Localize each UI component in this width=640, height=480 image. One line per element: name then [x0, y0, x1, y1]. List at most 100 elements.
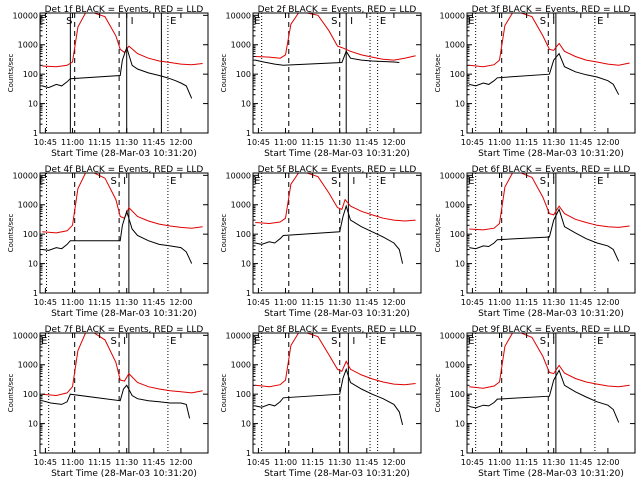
- x-tick-label: 11:45: [355, 298, 378, 307]
- series-group: [42, 13, 203, 99]
- y-tick-label: 1000: [445, 201, 465, 210]
- x-tick-label: 11:30: [328, 458, 351, 467]
- x-tick-label: 10:45: [247, 298, 270, 307]
- plot-frame: [39, 172, 209, 294]
- series-line-events: [42, 209, 193, 264]
- x-axis-label: Start Time (28-Mar-03 10:31:20): [478, 149, 624, 159]
- series-line-lld: [42, 13, 203, 68]
- y-tick-label: 1000: [231, 41, 251, 50]
- y-tick-label: 10000: [440, 331, 465, 340]
- x-tick-label: 11:30: [542, 298, 565, 307]
- x-tick-label: 11:00: [61, 458, 84, 467]
- panel-title: Det 3f BLACK = Events, RED = LLD: [472, 5, 631, 15]
- state-letter: I: [352, 176, 355, 187]
- state-letter: E: [380, 176, 386, 187]
- series-line-lld: [469, 13, 630, 68]
- x-tick-label: 11:45: [569, 138, 592, 147]
- panel-det-4: 1 10 100 1000 10000 10:45 11:00 11:15 11:30 11:45…: [7, 165, 209, 319]
- state-letter: I: [552, 336, 555, 347]
- y-tick-label: 10: [455, 260, 465, 269]
- state-letter: E: [597, 336, 603, 347]
- plot-frame: [466, 332, 636, 454]
- state-letter: E: [254, 176, 260, 187]
- x-tick-label: 12:00: [596, 458, 619, 467]
- y-tick-label: 10: [28, 260, 38, 269]
- x-axis-label: Start Time (28-Mar-03 10:31:20): [478, 309, 624, 319]
- state-letter: E: [468, 176, 474, 187]
- series-group: [469, 13, 630, 95]
- y-tick-label: 100: [23, 70, 38, 79]
- series-line-events: [255, 367, 404, 426]
- x-tick-label: 10:45: [461, 298, 484, 307]
- plot-frame: [39, 332, 209, 454]
- panel-title: Det 9f BLACK = Events, RED = LLD: [472, 325, 631, 335]
- series-group: [469, 333, 630, 423]
- y-tick-label: 1000: [18, 201, 38, 210]
- panel-det-9: 1 10 100 1000 10000 10:45 11:00 11:15 11:30 11:45…: [434, 325, 636, 479]
- y-tick-label: 100: [450, 230, 465, 239]
- series-line-events: [42, 45, 193, 99]
- x-tick-label: 10:45: [34, 138, 57, 147]
- y-tick-label: 10: [455, 420, 465, 429]
- y-tick-label: 10: [28, 420, 38, 429]
- panel-det-2: 1 10 100 1000 10000 10:45 11:00 11:15 11:30 11:45…: [220, 5, 422, 159]
- series-line-events: [469, 207, 620, 262]
- x-tick-label: 11:45: [142, 298, 165, 307]
- x-tick-label: 11:00: [488, 298, 511, 307]
- x-tick-label: 12:00: [596, 298, 619, 307]
- x-tick-label: 10:45: [34, 298, 57, 307]
- x-tick-label: 11:45: [355, 458, 378, 467]
- x-tick-label: 11:00: [61, 138, 84, 147]
- x-tick-label: 11:15: [88, 298, 111, 307]
- y-tick-label: 100: [23, 390, 38, 399]
- x-tick-label: 11:00: [61, 298, 84, 307]
- state-letter: S: [540, 16, 546, 27]
- x-axis-label: Start Time (28-Mar-03 10:31:20): [51, 149, 197, 159]
- y-tick-label: 10000: [226, 331, 251, 340]
- y-tick-label: 10: [455, 100, 465, 109]
- state-letter: E: [254, 16, 260, 27]
- x-tick-label: 11:00: [274, 458, 297, 467]
- panel-det-6: 1 10 100 1000 10000 10:45 11:00 11:15 11:30 11:45…: [434, 165, 636, 319]
- x-tick-label: 12:00: [382, 458, 405, 467]
- y-tick-label: 1000: [18, 361, 38, 370]
- y-tick-label: 100: [236, 390, 251, 399]
- x-tick-label: 10:45: [247, 138, 270, 147]
- y-tick-label: 1: [246, 449, 251, 458]
- state-letter: E: [468, 336, 474, 347]
- state-letter: S: [111, 176, 117, 187]
- state-letter: I: [352, 336, 355, 347]
- x-tick-label: 11:30: [542, 138, 565, 147]
- x-tick-label: 11:00: [488, 458, 511, 467]
- series-group: [255, 13, 416, 66]
- state-letter: S: [66, 16, 72, 27]
- state-letter: S: [331, 336, 337, 347]
- plot-frame: [252, 332, 422, 454]
- y-axis-label: Counts/sec: [7, 214, 15, 253]
- y-tick-label: 1: [246, 129, 251, 138]
- series-group: [255, 333, 416, 426]
- x-tick-label: 11:45: [142, 458, 165, 467]
- series-group: [42, 173, 203, 264]
- state-letter: E: [380, 336, 386, 347]
- x-tick-label: 11:15: [301, 458, 324, 467]
- x-axis-label: Start Time (28-Mar-03 10:31:20): [51, 309, 197, 319]
- y-tick-label: 10: [241, 260, 251, 269]
- series-group: [255, 173, 416, 264]
- x-tick-label: 12:00: [169, 298, 192, 307]
- y-tick-label: 1000: [445, 41, 465, 50]
- state-letter: E: [468, 16, 474, 27]
- state-letter: E: [39, 16, 45, 27]
- x-axis-label: Start Time (28-Mar-03 10:31:20): [264, 309, 410, 319]
- y-tick-label: 10000: [13, 11, 38, 20]
- state-letter: E: [254, 336, 260, 347]
- x-tick-label: 11:00: [274, 298, 297, 307]
- y-axis-label: Counts/sec: [220, 374, 228, 413]
- x-tick-label: 11:15: [88, 138, 111, 147]
- state-letter: S: [540, 176, 546, 187]
- panel-det-1: 1 10 100 1000 10000 10:45 11:00 11:15 11:30 11:45…: [7, 5, 209, 159]
- x-tick-label: 11:15: [301, 298, 324, 307]
- y-tick-label: 10000: [440, 11, 465, 20]
- series-line-lld: [255, 13, 416, 61]
- y-axis-label: Counts/sec: [7, 374, 15, 413]
